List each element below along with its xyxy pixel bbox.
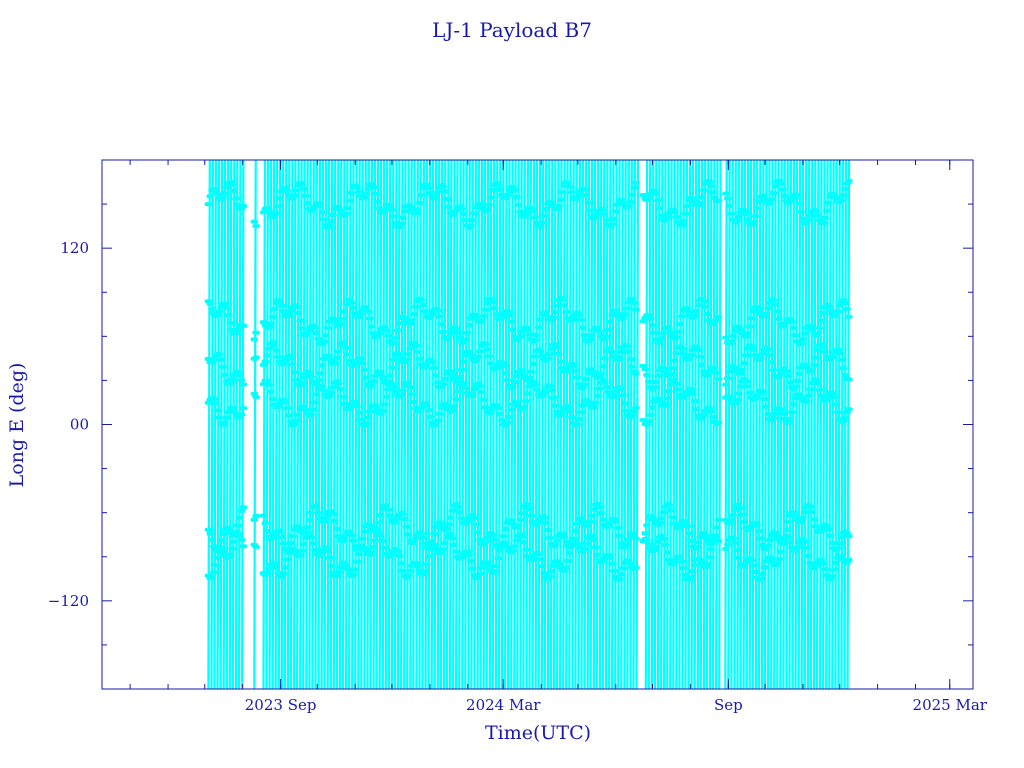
series-band-points — [204, 178, 853, 583]
chart-title: LJ-1 Payload B7 — [432, 18, 592, 42]
ticks-layer: 2023 Sep 2024 Mar Sep 2025 Mar 120 00 −120 — [48, 160, 988, 714]
y-tick-label: −120 — [48, 592, 89, 610]
x-axis-label: Time(UTC) — [485, 722, 591, 744]
series-sweep-lines — [207, 159, 851, 690]
y-tick-label: 00 — [70, 416, 89, 434]
x-tick-label: 2025 Mar — [913, 696, 988, 714]
y-tick-label: 120 — [60, 239, 89, 257]
x-tick-label: 2024 Mar — [466, 696, 541, 714]
y-axis-label: Long E (deg) — [6, 363, 28, 488]
x-tick-label: 2023 Sep — [245, 696, 317, 714]
data-layer — [204, 159, 853, 690]
x-tick-label: Sep — [714, 696, 743, 714]
